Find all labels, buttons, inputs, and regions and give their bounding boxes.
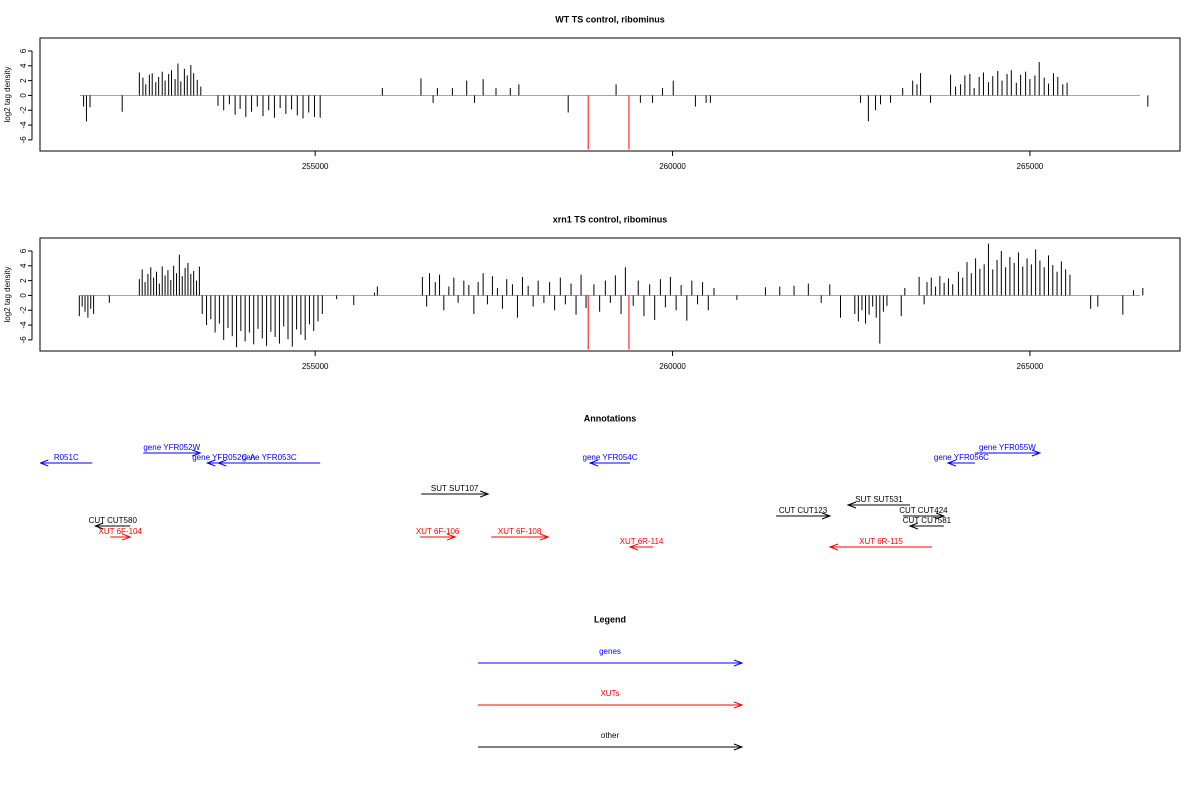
x-tick-label: 260000: [659, 162, 686, 171]
legend-arrow-head: [733, 743, 744, 751]
feature-label: gene YFR056C: [934, 453, 989, 462]
legend-label: XUTs: [600, 689, 619, 698]
arrow-head: [628, 543, 639, 551]
arrow-head: [40, 459, 49, 467]
x-tick-label: 265000: [1017, 362, 1044, 371]
arrow-head: [846, 501, 857, 509]
legend-arrow-head: [733, 701, 744, 709]
arrow-head: [588, 459, 599, 467]
x-tick-label: 255000: [302, 362, 329, 371]
legend-label: genes: [599, 647, 621, 656]
arrow-head: [946, 459, 957, 467]
y-tick-label: -6: [19, 136, 28, 144]
feature-label: SUT SUT531: [855, 495, 903, 504]
arrow-head: [539, 533, 550, 541]
feature-label: R051C: [54, 453, 79, 462]
feature-label: XUT 6F-104: [99, 527, 143, 536]
legend-label: other: [601, 731, 620, 740]
y-tick-label: -2: [19, 106, 28, 114]
y-axis-label: log2 tag density: [3, 66, 12, 122]
arrow-head: [93, 522, 104, 530]
arrow-head: [935, 512, 946, 520]
chart-title: Annotations: [584, 413, 637, 423]
arrow-head: [446, 533, 457, 541]
y-tick-label: -4: [19, 321, 28, 329]
arrow-head: [205, 459, 216, 467]
y-tick-label: -2: [19, 306, 28, 314]
y-axis-label: log2 tag density: [3, 266, 12, 322]
legend-arrow-head: [733, 659, 744, 667]
feature-label: SUT SUT107: [431, 484, 479, 493]
y-tick-label: 2: [19, 78, 28, 83]
feature-label: XUT 6F-108: [498, 527, 542, 536]
chart-title: xrn1 TS control, ribominus: [553, 214, 668, 224]
feature-label: XUT 6R-114: [620, 537, 664, 546]
x-tick-label: 265000: [1017, 162, 1044, 171]
y-tick-label: 0: [19, 293, 28, 298]
arrow-head: [828, 543, 839, 551]
arrow-head: [192, 449, 202, 457]
y-tick-label: -6: [19, 336, 28, 344]
feature-label: gene YFR053C: [242, 453, 297, 462]
x-tick-label: 260000: [659, 362, 686, 371]
arrow-head: [216, 459, 227, 467]
feature-label: XUT 6R-115: [859, 537, 903, 546]
feature-label: XUT 6F-106: [416, 527, 460, 536]
feature-label: gene YFR052C-A: [192, 453, 256, 462]
y-tick-label: 0: [19, 93, 28, 98]
feature-label: gene YFR052W: [143, 443, 200, 452]
feature-label: CUT CUT123: [779, 506, 828, 515]
chart-title: Legend: [594, 614, 626, 624]
feature-label: CUT CUT580: [89, 516, 138, 525]
plot-box: [39, 237, 1181, 352]
y-tick-label: 6: [19, 248, 28, 253]
arrow-head: [1031, 449, 1042, 457]
plot-box: [39, 37, 1181, 152]
arrow-head: [122, 533, 132, 541]
arrow-head: [479, 490, 490, 498]
feature-label: gene YFR055W: [979, 443, 1036, 452]
feature-label: gene YFR054C: [583, 453, 638, 462]
y-tick-label: 6: [19, 48, 28, 53]
y-tick-label: 4: [19, 263, 28, 268]
y-tick-label: -4: [19, 121, 28, 129]
y-tick-label: 4: [19, 63, 28, 68]
arrow-head: [821, 512, 832, 520]
x-tick-label: 255000: [302, 162, 329, 171]
chart-title: WT TS control, ribominus: [555, 14, 665, 24]
y-tick-label: 2: [19, 278, 28, 283]
feature-label: CUT CUT424: [899, 506, 948, 515]
feature-label: CUT CUT581: [903, 516, 952, 525]
arrow-head: [908, 522, 919, 530]
